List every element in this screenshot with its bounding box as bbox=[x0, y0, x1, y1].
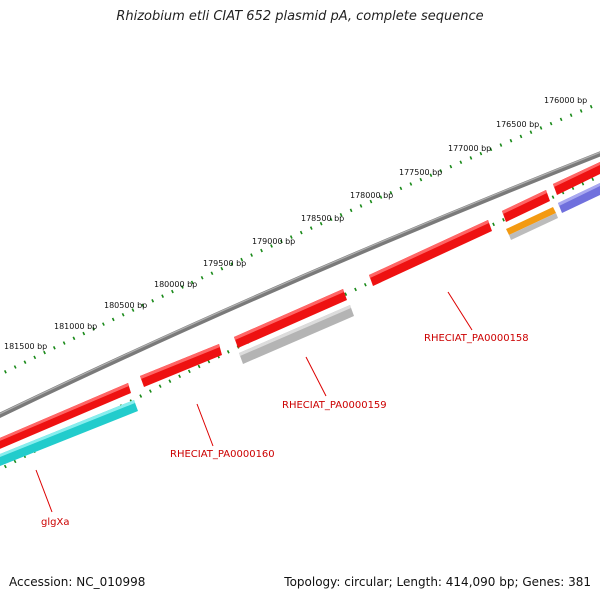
sequence-summary: Topology: circular; Length: 414,090 bp; … bbox=[284, 575, 591, 589]
tick-label-179500: 179500 bp bbox=[203, 259, 246, 268]
gene-red-5[interactable] bbox=[502, 190, 550, 222]
gene-red-3[interactable] bbox=[234, 289, 347, 348]
tick-label-180500: 180500 bp bbox=[104, 301, 147, 310]
gene-red-6[interactable] bbox=[553, 162, 600, 195]
tick-label-179000: 179000 bp bbox=[252, 237, 295, 246]
tick-label-181000: 181000 bp bbox=[54, 322, 97, 331]
gene-purple[interactable] bbox=[558, 183, 600, 213]
gene-label-0000158[interactable]: RHECIAT_PA0000158 bbox=[424, 333, 529, 344]
sequence-backbone bbox=[0, 151, 600, 418]
tick-label-176500: 176500 bp bbox=[496, 120, 539, 129]
tick-label-181500: 181500 bp bbox=[4, 342, 47, 351]
gene-orange[interactable] bbox=[506, 207, 558, 240]
gene-label-0000159[interactable]: RHECIAT_PA0000159 bbox=[282, 400, 387, 411]
gene-red-2[interactable] bbox=[140, 344, 222, 387]
gene-red-1[interactable] bbox=[0, 383, 131, 451]
gene-label-0000160[interactable]: RHECIAT_PA0000160 bbox=[170, 449, 275, 460]
gene-label-glgxa[interactable]: glgXa bbox=[41, 517, 69, 528]
gene-gray[interactable] bbox=[239, 305, 354, 364]
gene-callouts bbox=[35, 291, 473, 513]
ruler-labels: 176000 bp 176500 bp 177000 bp 177500 bp … bbox=[4, 96, 587, 351]
gene-red-4[interactable] bbox=[369, 220, 492, 286]
gene-cyan[interactable] bbox=[0, 400, 138, 468]
accession-text: Accession: NC_010998 bbox=[9, 575, 146, 589]
tick-label-177000: 177000 bp bbox=[448, 144, 491, 153]
map-title: Rhizobium etli CIAT 652 plasmid pA, comp… bbox=[116, 9, 484, 24]
tick-label-180000: 180000 bp bbox=[154, 280, 197, 289]
tick-label-178500: 178500 bp bbox=[301, 214, 344, 223]
tick-label-177500: 177500 bp bbox=[399, 168, 442, 177]
tick-label-178000: 178000 bp bbox=[350, 191, 393, 200]
tick-label-176000: 176000 bp bbox=[544, 96, 587, 105]
